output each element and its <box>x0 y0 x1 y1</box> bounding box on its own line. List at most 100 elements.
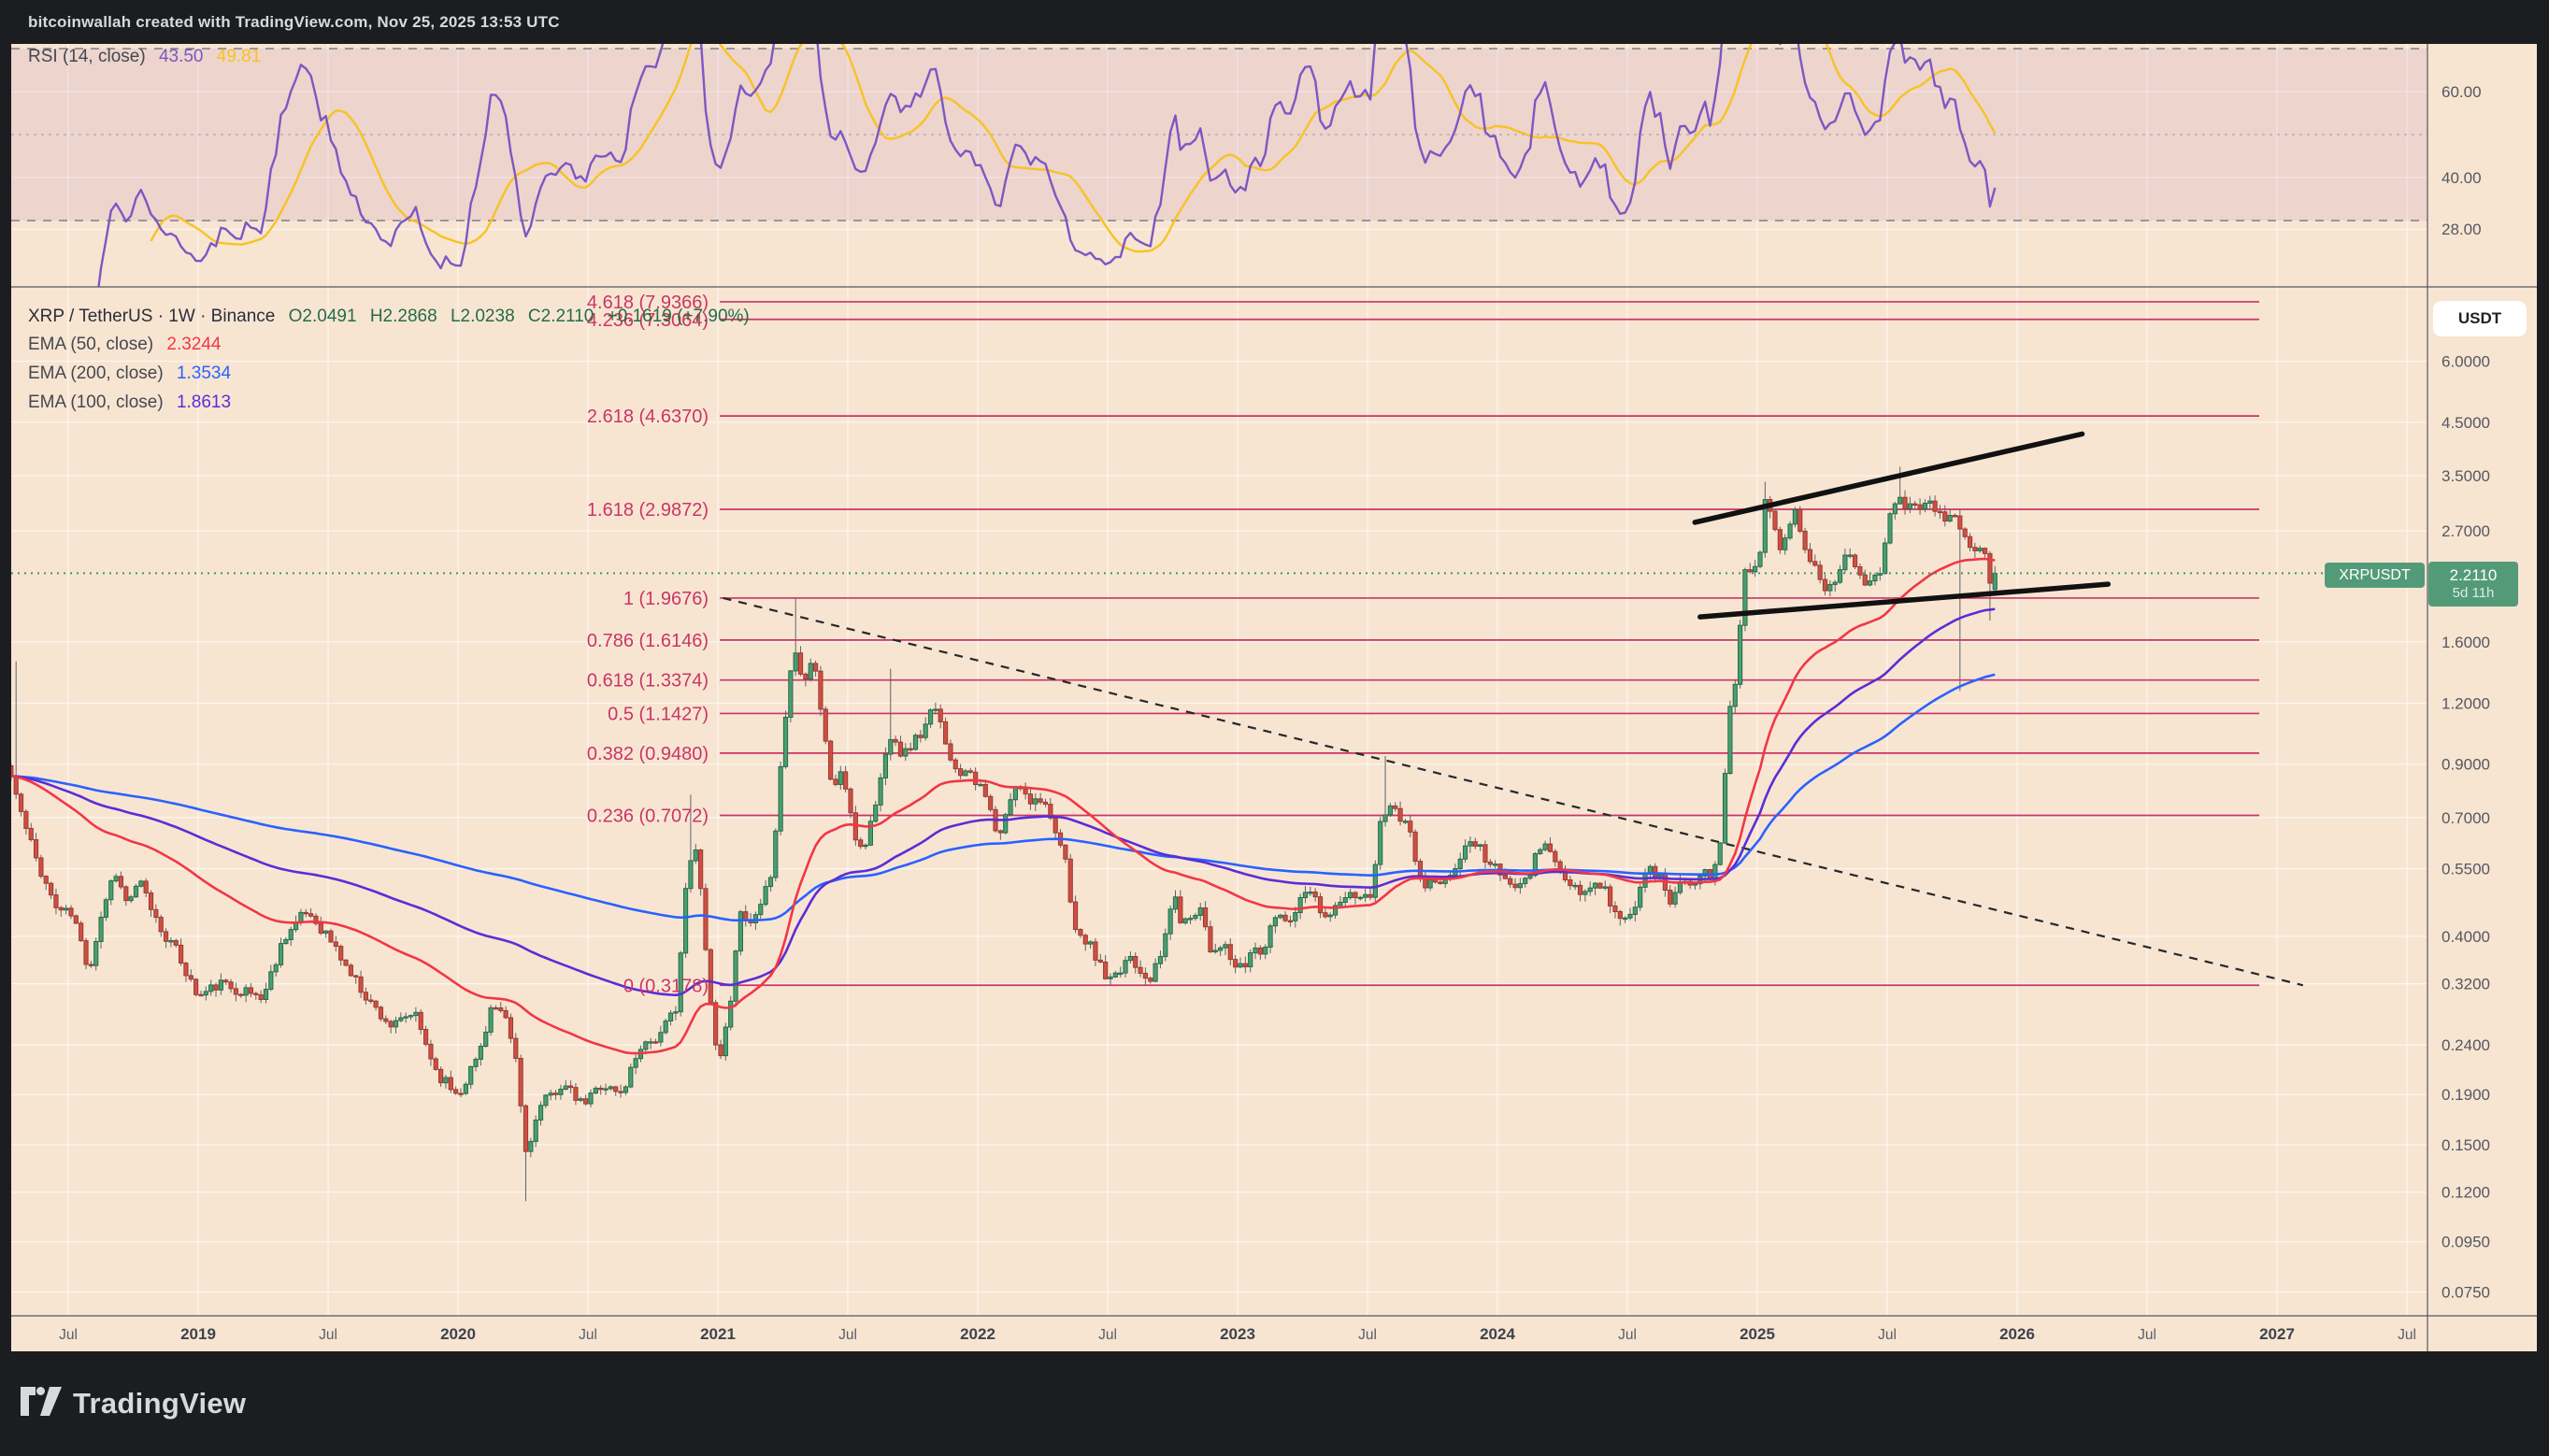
rsi-tick: 60.00 <box>2442 83 2482 101</box>
time-tick: Jul <box>319 1327 337 1343</box>
fib-labels: 4.618 (7.9366)4.236 (7.3064) 2.618 (4.637… <box>587 293 709 996</box>
rsi-legend[interactable]: RSI (14, close) 43.50 49.81 <box>28 47 269 67</box>
ohlc-low: L2.0238 <box>450 307 515 326</box>
rsi-tick: 40.00 <box>2442 169 2482 187</box>
fib-label-4.236: 4.236 (7.3064) <box>587 310 709 331</box>
price-tick: 0.4000 <box>2442 928 2490 946</box>
rsi-legend-label: RSI (14, close) <box>28 47 146 66</box>
price-tick: 0.2400 <box>2442 1036 2490 1054</box>
ohlc-change: +0.1619 (+7.90%) <box>607 307 750 326</box>
ema-50-value: 2.3244 <box>166 335 222 354</box>
price-tick: 1.2000 <box>2442 694 2490 712</box>
time-tick: Jul <box>1618 1327 1637 1343</box>
trendline-lower-support[interactable] <box>1697 581 2112 620</box>
time-tick: Jul <box>59 1327 78 1343</box>
rsi-signal-line <box>150 44 1997 253</box>
price-tick: 1.6000 <box>2442 634 2490 651</box>
time-tick: 2019 <box>180 1325 216 1343</box>
ema-200-label: EMA (200, close) <box>28 364 164 383</box>
ema-50-legend[interactable]: EMA (50, close) 2.3244 <box>28 335 230 355</box>
price-tick: 2.7000 <box>2442 522 2490 540</box>
price-tick: 0.0750 <box>2442 1283 2490 1301</box>
price-tick: 6.0000 <box>2442 353 2490 371</box>
time-tick: Jul <box>2398 1327 2416 1343</box>
symbol-title: XRP / TetherUS · 1W · Binance <box>28 307 276 326</box>
ema-50-label: EMA (50, close) <box>28 335 154 354</box>
candles <box>11 466 1998 1202</box>
ema-100-line[interactable] <box>11 607 1996 997</box>
time-tick: Jul <box>2138 1327 2156 1343</box>
price-tick: 4.5000 <box>2442 414 2490 432</box>
price-tick: 3.5000 <box>2442 467 2490 485</box>
time-tick: Jul <box>1358 1327 1377 1343</box>
last-price-value: 2.2110 <box>2449 565 2498 584</box>
fib-label-2.618: 2.618 (4.6370) <box>587 407 709 427</box>
tradingview-logo[interactable]: TradingView <box>21 1387 246 1420</box>
rsi-line <box>97 44 1997 287</box>
rsi-value: 43.50 <box>158 47 204 66</box>
fib-label-4.618: 4.618 (7.9366) <box>587 293 709 313</box>
price-axis-labels[interactable]: 6.0000 4.5000 3.5000 2.7000 1.6000 1.2000 0.90… <box>2442 83 2490 1301</box>
currency-toggle-button[interactable]: USDT <box>2433 301 2527 336</box>
fib-label-0.786: 0.786 (1.6146) <box>587 631 709 651</box>
ohlc-high: H2.2868 <box>369 307 437 326</box>
time-tick: 2022 <box>960 1325 995 1343</box>
chart-background <box>11 44 2537 1351</box>
time-tick: 2026 <box>1999 1325 2035 1343</box>
symbol-price-label-badge: XRPUSDT <box>2325 563 2425 588</box>
rsi-band <box>11 49 2427 221</box>
price-tick: 0.5500 <box>2442 861 2490 878</box>
ema-200-legend[interactable]: EMA (200, close) 1.3534 <box>28 364 239 384</box>
ema-100-label: EMA (100, close) <box>28 393 164 412</box>
ema-100-value: 1.8613 <box>176 393 232 412</box>
ohlc-open: O2.0491 <box>288 307 357 326</box>
price-tick: 0.1900 <box>2442 1086 2490 1104</box>
rsi-pane[interactable] <box>11 0 2427 347</box>
time-tick: 2023 <box>1220 1325 1255 1343</box>
time-tick: Jul <box>1098 1327 1117 1343</box>
header-bar: bitcoinwallah created with TradingView.c… <box>0 0 2549 44</box>
main-pane[interactable] <box>9 301 2425 1202</box>
time-tick: Jul <box>838 1327 857 1343</box>
price-tick: 0.1500 <box>2442 1136 2490 1154</box>
tradingview-logo-text: TradingView <box>73 1387 247 1420</box>
ohlc-close: C2.2110 <box>527 307 594 326</box>
fib-label-0.5: 0.5 (1.1427) <box>608 704 709 724</box>
ema-50-line[interactable] <box>11 557 1996 1055</box>
price-tick: 0.7000 <box>2442 809 2490 827</box>
symbol-legend[interactable]: XRP / TetherUS · 1W · Binance O2.0491 H2… <box>28 307 758 327</box>
fib-label-1.618: 1.618 (2.9872) <box>587 500 709 521</box>
trendline-dashed[interactable] <box>723 596 2304 987</box>
time-tick: 2021 <box>700 1325 736 1343</box>
header-title: bitcoinwallah created with TradingView.c… <box>28 12 560 31</box>
tradingview-logo-icon <box>21 1387 62 1416</box>
trendline-upper-resistance[interactable] <box>1692 431 2085 525</box>
time-tick: 2024 <box>1480 1325 1515 1343</box>
fib-label-0: 0 (0.3178) <box>623 976 709 996</box>
price-tick: 0.9000 <box>2442 756 2490 774</box>
price-tick: 0.3200 <box>2442 976 2490 993</box>
fib-label-0.382: 0.382 (0.9480) <box>587 744 709 764</box>
last-price-badge[interactable]: 2.2110 5d 11h <box>2428 562 2518 607</box>
ema-100-legend[interactable]: EMA (100, close) 1.8613 <box>28 393 239 413</box>
time-tick: 2020 <box>440 1325 476 1343</box>
time-tick: 2027 <box>2259 1325 2295 1343</box>
rsi-signal-value: 49.81 <box>216 47 262 66</box>
ema-200-line[interactable] <box>11 673 1996 922</box>
fib-label-0.236: 0.236 (0.7072) <box>587 806 709 826</box>
price-tick: 0.1200 <box>2442 1184 2490 1202</box>
ema-200-value: 1.3534 <box>176 364 232 383</box>
fib-label-1: 1 (1.9676) <box>623 589 709 609</box>
bar-countdown: 5d 11h <box>2452 585 2495 602</box>
rsi-tick: 28.00 <box>2442 221 2482 238</box>
fib-retracement[interactable] <box>720 301 2259 987</box>
fib-label-0.618: 0.618 (1.3374) <box>587 671 709 692</box>
time-axis-labels[interactable]: Jul 2019 Jul 2020 Jul 2021 Jul 2022 Jul 2023 Jul 20… <box>59 1325 2416 1343</box>
time-tick: Jul <box>579 1327 597 1343</box>
price-tick: 0.0950 <box>2442 1234 2490 1251</box>
footer-bar: TradingView <box>0 1351 2549 1456</box>
time-tick: 2025 <box>1740 1325 1775 1343</box>
time-tick: Jul <box>1878 1327 1897 1343</box>
